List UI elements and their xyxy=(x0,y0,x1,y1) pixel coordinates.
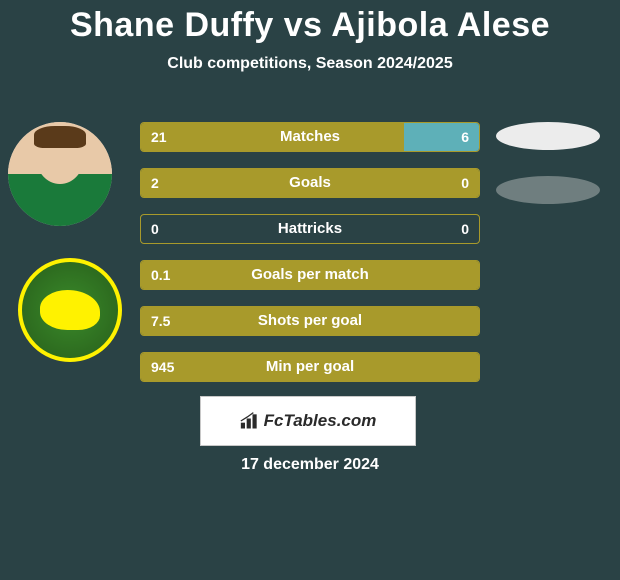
stat-row: 945Min per goal xyxy=(140,352,480,382)
stat-row: 0.1Goals per match xyxy=(140,260,480,290)
stat-label: Hattricks xyxy=(141,215,479,243)
opponent-avatar-placeholder-2 xyxy=(496,176,600,204)
stat-value-right: 0 xyxy=(461,215,469,243)
stat-value-right: 0 xyxy=(461,169,469,197)
date-text: 17 december 2024 xyxy=(0,456,620,474)
page-title: Shane Duffy vs Ajibola Alese xyxy=(0,0,620,45)
player-avatar xyxy=(8,122,112,226)
opponent-avatar-placeholder-1 xyxy=(496,122,600,150)
club-badge xyxy=(18,258,122,362)
stat-row: 2Goals0 xyxy=(140,168,480,198)
stat-label: Shots per goal xyxy=(141,307,479,335)
brand-icon xyxy=(240,412,260,430)
stat-label: Goals per match xyxy=(141,261,479,289)
stat-row: 21Matches6 xyxy=(140,122,480,152)
brand-box: FcTables.com xyxy=(200,396,416,446)
canary-icon xyxy=(40,290,100,330)
stat-row: 0Hattricks0 xyxy=(140,214,480,244)
brand-text: FcTables.com xyxy=(264,411,377,431)
subtitle: Club competitions, Season 2024/2025 xyxy=(0,55,620,73)
face-placeholder xyxy=(8,122,112,226)
stat-value-right: 6 xyxy=(461,123,469,151)
stat-label: Matches xyxy=(141,123,479,151)
stat-label: Min per goal xyxy=(141,353,479,381)
stat-row: 7.5Shots per goal xyxy=(140,306,480,336)
stats-container: 21Matches62Goals00Hattricks00.1Goals per… xyxy=(140,122,480,398)
stat-label: Goals xyxy=(141,169,479,197)
